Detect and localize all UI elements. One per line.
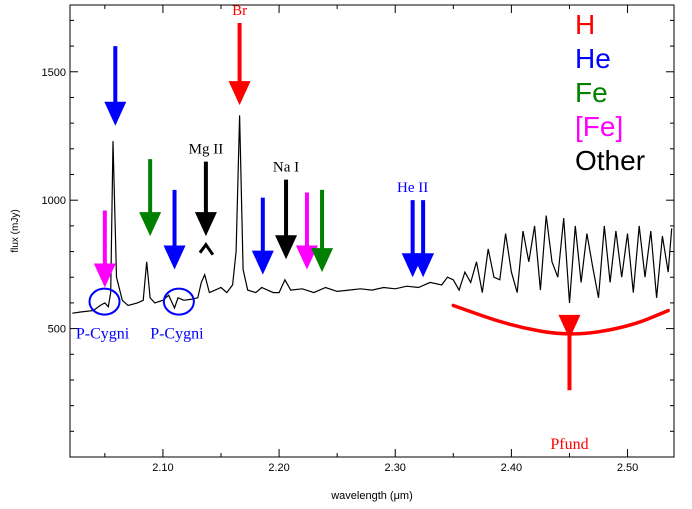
line-marker-label: Br: [232, 3, 247, 19]
p-cygni-circle: [88, 287, 121, 316]
spectrum-line: [72, 115, 673, 314]
line-marker-arrow: [228, 22, 251, 106]
y-tick-label: 1500: [42, 67, 66, 79]
line-marker-label: Mg II: [189, 142, 224, 158]
line-marker-label: Na I: [273, 160, 299, 176]
pfund-label: Pfund: [550, 436, 588, 453]
x-tick-label: 2.30: [385, 462, 406, 474]
x-tick-label: 2.10: [152, 462, 173, 474]
arrow-head: [194, 212, 217, 237]
legend-entry: [Fe]: [575, 111, 623, 142]
pfund-curve: [451, 303, 670, 336]
x-tick-label: 2.50: [617, 462, 638, 474]
pfund-arrow: [558, 314, 581, 391]
arrow-head: [139, 212, 162, 237]
arrow-head: [295, 245, 318, 270]
legend-entry: Other: [575, 145, 645, 176]
y-tick-label: 500: [48, 324, 66, 336]
y-axis-label: flux (mJy): [10, 209, 21, 252]
line-marker-arrow: [93, 210, 116, 288]
x-axis-label: wavelength (μm): [330, 490, 413, 502]
arrow-head: [104, 101, 127, 126]
legend-entry: Fe: [575, 77, 608, 108]
legend-entry: H: [575, 9, 595, 40]
arrow-head: [311, 248, 334, 273]
legend-entry: He: [575, 43, 611, 74]
line-marker-label: He II: [397, 180, 428, 196]
arrow-head: [412, 253, 435, 278]
line-marker-arrow: [295, 192, 318, 270]
p-cygni-label: P-Cygni: [76, 325, 130, 342]
line-marker-arrow: [412, 200, 435, 278]
p-cygni-circle: [162, 287, 195, 316]
line-marker-arrow: [139, 159, 162, 237]
line-marker-arrow: [311, 189, 334, 273]
arrow-head: [93, 263, 116, 288]
arrow-head: [228, 81, 251, 106]
x-tick-label: 2.20: [268, 462, 289, 474]
line-marker-arrow: [194, 161, 217, 237]
arrow-head: [251, 250, 274, 275]
arrow-head: [275, 235, 298, 260]
line-marker-arrow: [251, 197, 274, 275]
arrow-head: [163, 245, 186, 270]
line-marker-arrow: [275, 179, 298, 260]
plot-frame: [69, 4, 675, 458]
mg-caret: [198, 242, 215, 256]
y-tick-label: 1000: [42, 195, 66, 207]
p-cygni-label: P-Cygni: [150, 325, 204, 342]
line-marker-arrow: [104, 46, 127, 126]
arrow-head: [558, 314, 581, 339]
line-marker-arrow: [163, 189, 186, 270]
x-tick-label: 2.40: [501, 462, 522, 474]
